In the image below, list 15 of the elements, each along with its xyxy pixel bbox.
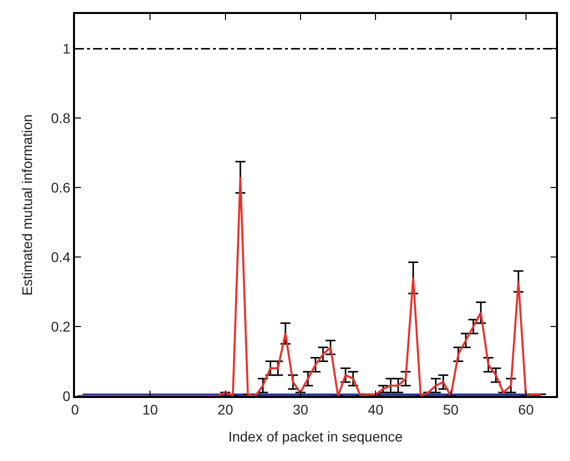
x-tick-label: 10 — [142, 402, 158, 418]
x-tick-label: 20 — [218, 402, 234, 418]
y-tick-label: 0 — [62, 388, 71, 404]
x-tick-label: 30 — [292, 402, 308, 418]
y-tick-label: 0.8 — [50, 110, 71, 126]
y-tick-label: 0.4 — [50, 248, 71, 265]
x-axis-title: Index of packet in sequence — [228, 428, 403, 444]
x-tick-label: 60 — [518, 402, 534, 418]
x-tick-label: 40 — [368, 402, 384, 418]
y-tick-label: 1 — [62, 40, 71, 57]
x-tick-label: 50 — [442, 402, 459, 418]
y-tick-label: 0.2 — [50, 318, 71, 334]
y-tick-label: 0.6 — [50, 180, 71, 196]
y-axis-title: Estimated mutual information — [19, 114, 36, 296]
line-series — [82, 176, 542, 396]
